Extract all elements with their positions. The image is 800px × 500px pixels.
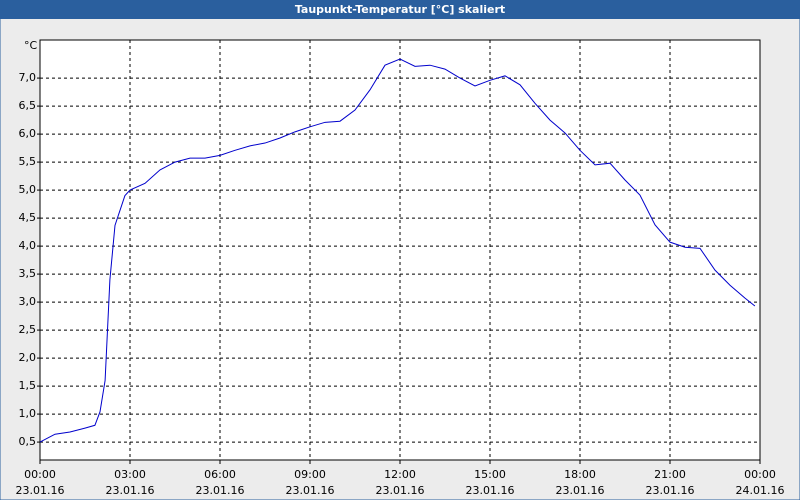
y-tick-label: 0,5: [19, 435, 37, 448]
y-tick-label: 2,5: [19, 323, 37, 336]
y-tick-label: 2,0: [19, 351, 37, 364]
title-bar: [0, 0, 800, 19]
y-tick-label: 7,0: [19, 71, 37, 84]
x-tick-label: 21:00: [654, 468, 686, 481]
x-tick-date: 23.01.16: [646, 484, 695, 497]
x-tick-label: 00:00: [744, 468, 776, 481]
line-series: [39, 58, 756, 443]
y-tick-label: 6,5: [19, 99, 37, 112]
chart-title: Taupunkt-Temperatur [°C] skaliert: [295, 3, 505, 16]
y-tick-label: 1,5: [19, 379, 37, 392]
x-tick-date: 23.01.16: [556, 484, 605, 497]
y-tick-label: 4,5: [19, 211, 37, 224]
x-tick-label: 15:00: [474, 468, 506, 481]
x-tick-date: 23.01.16: [16, 484, 65, 497]
x-tick-date: 23.01.16: [466, 484, 515, 497]
x-tick-label: 09:00: [294, 468, 326, 481]
x-tick-date: 23.01.16: [286, 484, 335, 497]
x-tick-label: 00:00: [24, 468, 56, 481]
x-tick-label: 06:00: [204, 468, 236, 481]
y-tick-label: 5,5: [19, 155, 37, 168]
y-tick-label: 6,0: [19, 127, 37, 140]
x-tick-date: 23.01.16: [196, 484, 245, 497]
x-tick-date: 23.01.16: [376, 484, 425, 497]
x-tick-date: 24.01.16: [736, 484, 785, 497]
y-tick-label: 4,0: [19, 239, 37, 252]
grid: [40, 40, 760, 460]
x-tick-label: 03:00: [114, 468, 146, 481]
x-tick-date: 23.01.16: [106, 484, 155, 497]
y-unit: °C: [24, 39, 38, 52]
x-tick-label: 18:00: [564, 468, 596, 481]
y-tick-label: 3,0: [19, 295, 37, 308]
marks: [39, 58, 756, 443]
y-tick-label: 1,0: [19, 407, 37, 420]
x-tick-label: 12:00: [384, 468, 416, 481]
y-tick-label: 5,0: [19, 183, 37, 196]
y-tick-label: 3,5: [19, 267, 37, 280]
